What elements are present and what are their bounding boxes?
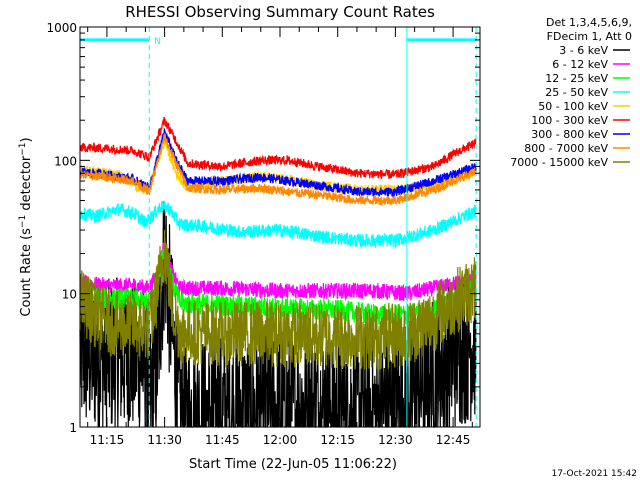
legend: Det 1,3,4,5,6,9, FDecim 1, Att 0 3 - 6 k… [510, 16, 632, 169]
plot-area: N 1 10 100 1000 11:15 11:30 11:45 12:00 12:15 12… [46, 21, 481, 447]
series-line-2 [79, 237, 477, 302]
x-tick-label: 11:45 [205, 433, 240, 447]
y-axis: 1 10 100 1000 [46, 21, 480, 435]
legend-entry-label: 50 - 100 keV [538, 100, 608, 113]
y-tick-label: 1 [69, 421, 77, 435]
night-flag-label: N [154, 37, 161, 47]
x-tick-label: 11:30 [147, 433, 182, 447]
y-tick-label: 10 [62, 288, 77, 302]
series-line-6 [79, 116, 477, 179]
series-line-8 [79, 133, 477, 206]
footer-date: 17-Oct-2021 15:42 [552, 469, 637, 479]
legend-entry-label: 7000 - 15000 keV [510, 156, 608, 169]
legend-entry-label: 6 - 12 keV [552, 58, 608, 71]
x-axis: 11:15 11:30 11:45 12:00 12:15 12:30 12:45 [87, 27, 473, 447]
y-tick-label: 1000 [46, 21, 77, 35]
legend-entry-label: 25 - 50 keV [545, 86, 608, 99]
legend-entry-label: 100 - 300 keV [531, 114, 608, 127]
legend-entry-label: 800 - 7000 keV [524, 142, 608, 155]
x-tick-label: 12:30 [378, 433, 413, 447]
x-tick-label: 12:00 [263, 433, 298, 447]
y-axis-label: Count Rate (s−1 detector−1) [18, 137, 34, 316]
series-line-4 [79, 200, 477, 249]
legend-entry-label: 12 - 25 keV [545, 72, 608, 85]
series-line-9 [79, 229, 477, 370]
legend-header-line-1: Det 1,3,4,5,6,9, [546, 16, 632, 29]
legend-entry-label: 300 - 800 keV [531, 128, 608, 141]
x-tick-label: 12:15 [320, 433, 355, 447]
x-axis-label: Start Time (22-Jun-05 11:06:22) [189, 457, 397, 472]
y-tick-label: 100 [54, 154, 77, 168]
x-tick-label: 11:15 [90, 433, 125, 447]
chart-title: RHESSI Observing Summary Count Rates [125, 3, 435, 21]
legend-entry-label: 3 - 6 keV [559, 44, 608, 57]
x-tick-label: 12:45 [436, 433, 471, 447]
legend-header-line-2: FDecim 1, Att 0 [547, 30, 632, 43]
